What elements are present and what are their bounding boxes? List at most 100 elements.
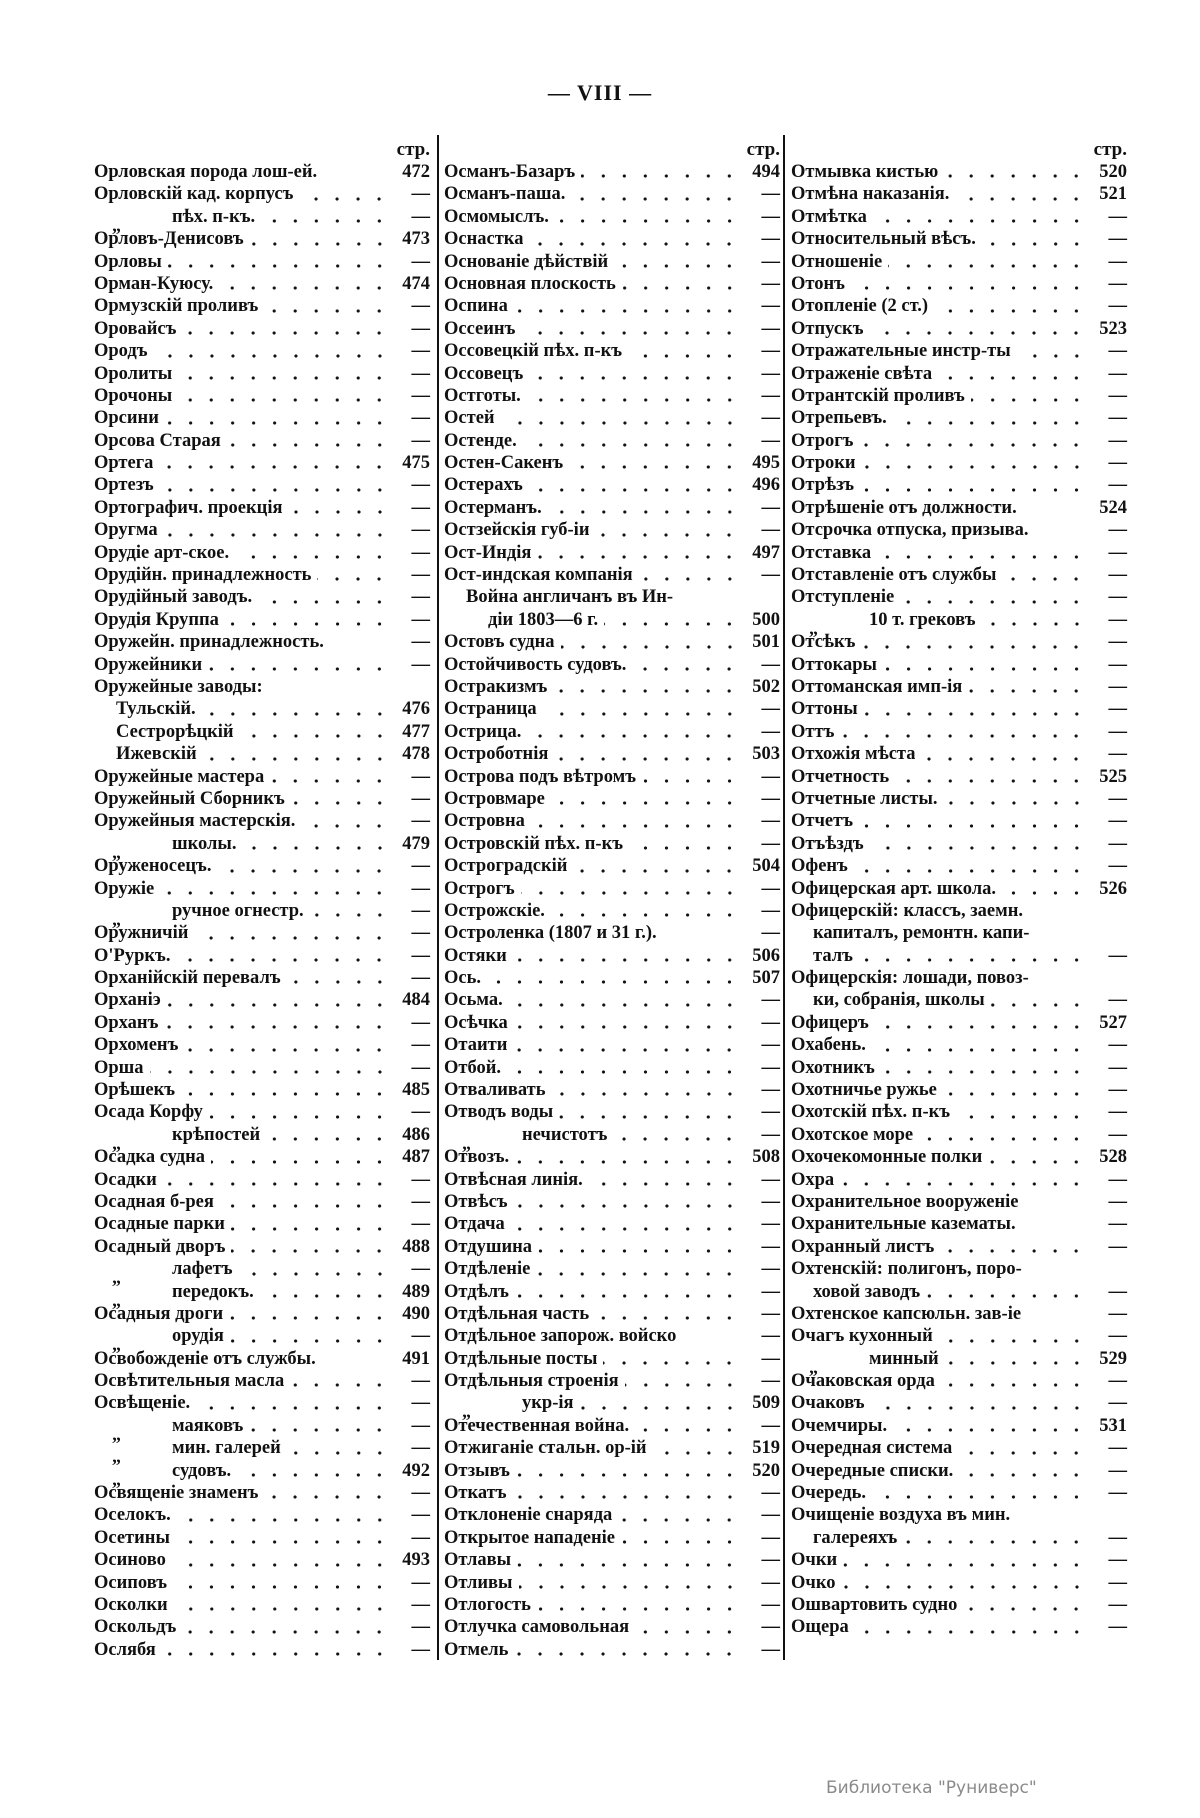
index-entry: Отдѣльные посты — bbox=[444, 1348, 780, 1370]
index-entry: Открытое нападеніе — bbox=[444, 1527, 780, 1549]
entry-page-number: 479 bbox=[402, 833, 430, 854]
entry-term: Отвѣсъ bbox=[444, 1191, 508, 1212]
dot-leader bbox=[507, 1062, 740, 1075]
entry-term: Оружничій bbox=[94, 923, 189, 944]
entry-page-number: — bbox=[1108, 385, 1128, 406]
dot-leader bbox=[166, 994, 390, 1007]
entry-term: Охотскій пѣх. п-къ bbox=[791, 1102, 951, 1123]
index-entry: Оттоманская имп-ія — bbox=[791, 676, 1127, 698]
entry-term: Оружейники bbox=[94, 654, 203, 675]
entry-page-number: — bbox=[1108, 1572, 1128, 1593]
entry-page-number: — bbox=[1108, 229, 1128, 250]
index-entry: О'Руркъ. — bbox=[94, 945, 430, 967]
entry-page-number: — bbox=[761, 699, 781, 720]
entry-term: мин. галерей bbox=[172, 1438, 281, 1459]
entry-page-number: 520 bbox=[1099, 162, 1127, 182]
entry-page-number: — bbox=[761, 430, 781, 451]
dot-leader bbox=[581, 166, 740, 179]
index-entry: Ортезъ — bbox=[94, 474, 430, 496]
entry-page-number: — bbox=[411, 1639, 431, 1660]
dot-leader bbox=[629, 838, 740, 851]
index-entry: Оруженосецъ. — bbox=[94, 855, 430, 877]
index-entries: Орловская порода лош-ей. 472 Орловскій кад… bbox=[94, 161, 430, 1661]
dot-leader bbox=[173, 1599, 390, 1612]
entry-page-number: 494 bbox=[752, 162, 780, 182]
dot-leader bbox=[224, 614, 390, 627]
entry-term: Оружейныя мастерскія. bbox=[94, 811, 296, 832]
entry-term: Орсини bbox=[94, 408, 159, 429]
dot-leader bbox=[958, 1442, 1087, 1455]
entry-term: Оскольдъ bbox=[94, 1617, 177, 1638]
dot-leader bbox=[261, 211, 390, 224]
entry-term: Отрѣшеніе отъ должности. bbox=[791, 497, 1017, 518]
index-entry: Отзывъ 520 bbox=[444, 1460, 780, 1482]
entry-term: Остроградскій bbox=[444, 856, 568, 877]
entry-term: Осадная б-рея bbox=[94, 1191, 214, 1212]
entry-page-number: — bbox=[411, 1393, 431, 1414]
entry-term: Орудія Круппа bbox=[94, 609, 219, 630]
index-entry: Отношеніе — bbox=[791, 251, 1127, 273]
entry-term: Освященіе знаменъ bbox=[94, 1483, 259, 1504]
dot-leader bbox=[237, 1465, 390, 1478]
dot-leader bbox=[182, 323, 390, 336]
entry-term: Оттокары bbox=[791, 654, 877, 675]
dot-leader bbox=[167, 255, 390, 268]
dot-leader bbox=[527, 726, 740, 739]
entry-term: Остракизмъ bbox=[444, 676, 548, 697]
entry-page-number: — bbox=[1108, 520, 1128, 541]
entry-page-number: — bbox=[761, 833, 781, 854]
entry-page-number: 484 bbox=[402, 990, 430, 1011]
index-entry: Осиново 493 bbox=[94, 1549, 430, 1571]
dot-leader bbox=[522, 435, 740, 448]
dot-leader bbox=[551, 1084, 740, 1097]
index-entry: капиталъ, ремонтн. капи- bbox=[791, 922, 1127, 944]
index-entries: Отмывка кистью 520 Отмѣна наказанія. 521 Отм… bbox=[791, 161, 1127, 1639]
entry-term: Отопленіе (2 ст.) bbox=[791, 296, 929, 317]
entry-page-number: — bbox=[761, 408, 781, 429]
entry-page-number: — bbox=[761, 1639, 781, 1660]
entry-term: Ост-индская компанія bbox=[444, 565, 633, 586]
index-entry: Ощера — bbox=[791, 1616, 1127, 1638]
entry-page-number: — bbox=[761, 1124, 781, 1145]
entry-page-number: — bbox=[1108, 811, 1128, 832]
dot-leader bbox=[858, 950, 1087, 963]
index-entry: Основаніе дѣйствій — bbox=[444, 251, 780, 273]
entry-page-number: — bbox=[411, 251, 431, 272]
index-entry: „ лафетъ — bbox=[94, 1258, 430, 1287]
dot-leader bbox=[877, 547, 1087, 560]
entry-page-number: — bbox=[1108, 1035, 1128, 1056]
entry-page-number: 497 bbox=[752, 542, 780, 563]
entry-term: Основная плоскость bbox=[444, 273, 616, 294]
index-entry: Отрантскій проливъ — bbox=[791, 385, 1127, 407]
index-entry: Отставка — bbox=[791, 542, 1127, 564]
dot-leader bbox=[153, 345, 390, 358]
entry-term: Ошвартовить судно bbox=[791, 1595, 958, 1615]
dot-leader bbox=[178, 367, 390, 380]
entry-page-number: 526 bbox=[1099, 878, 1127, 899]
entry-term: лафетъ bbox=[172, 1259, 233, 1280]
entry-page-number: — bbox=[761, 1483, 781, 1504]
entry-page-number: — bbox=[1108, 1169, 1128, 1190]
dot-leader bbox=[159, 457, 390, 470]
entry-page-number: — bbox=[1108, 1595, 1128, 1615]
index-entry: Оровайсъ — bbox=[94, 318, 430, 340]
index-entry: Ородъ — bbox=[94, 340, 430, 362]
entry-term: Орханъ bbox=[94, 1012, 159, 1033]
dot-leader bbox=[526, 390, 740, 403]
dot-leader bbox=[981, 614, 1087, 627]
index-entry: Оссовецъ — bbox=[444, 363, 780, 385]
entry-term: Острожскіе. bbox=[444, 900, 545, 921]
entry-term: ручное огнестр. bbox=[172, 900, 304, 921]
index-entry: Остроградскій 504 bbox=[444, 855, 780, 877]
index-entry: Ортографич. проекція — bbox=[94, 497, 430, 519]
entry-term: Охтенскій: полигонъ, поро- bbox=[791, 1259, 1022, 1280]
index-entry: Очаковъ — bbox=[791, 1392, 1127, 1414]
dot-leader bbox=[955, 188, 1087, 201]
dot-leader bbox=[882, 658, 1087, 671]
index-entry: талъ — bbox=[791, 945, 1127, 967]
entry-page-number: — bbox=[1108, 453, 1128, 474]
dot-leader bbox=[173, 1577, 390, 1589]
index-entry: Очередь. — bbox=[791, 1482, 1127, 1504]
dot-leader bbox=[944, 1353, 1087, 1366]
index-entry: Тульскій. 476 bbox=[94, 698, 430, 720]
